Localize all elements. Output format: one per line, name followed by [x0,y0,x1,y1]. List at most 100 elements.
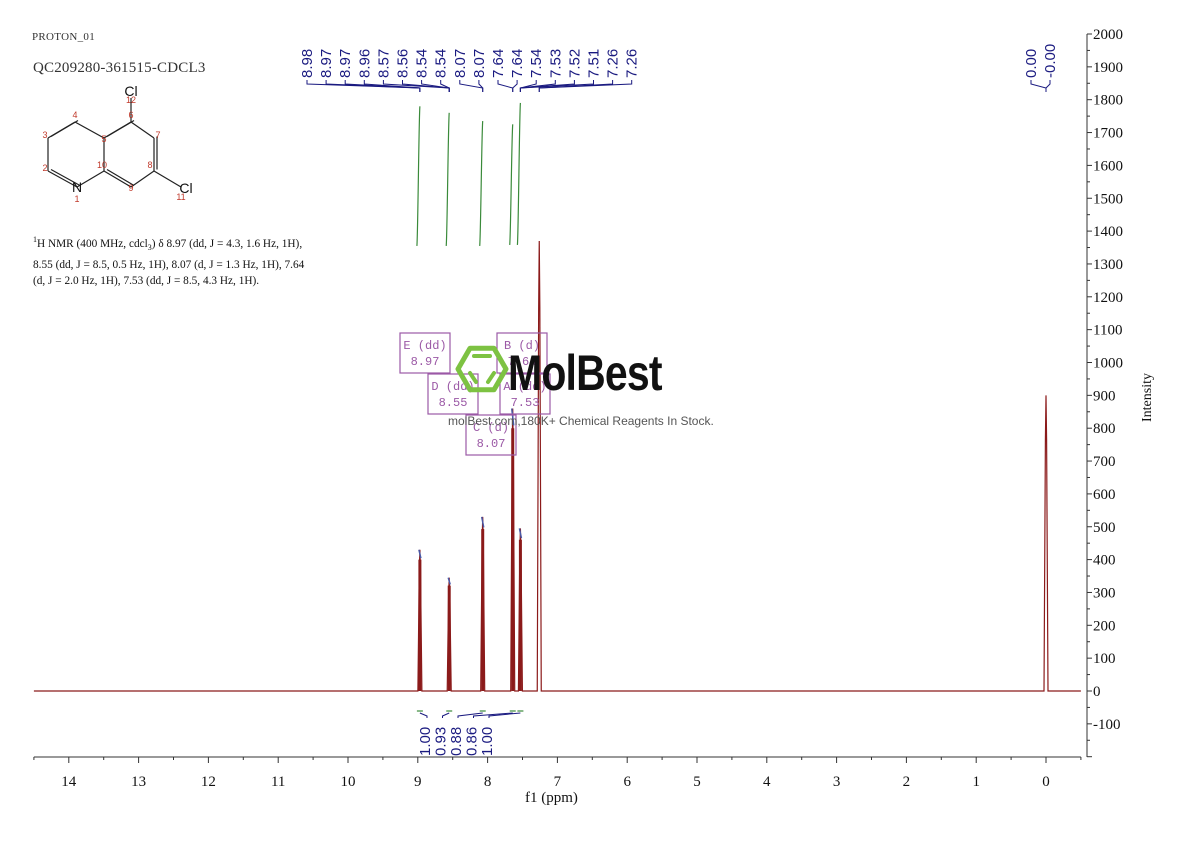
x-tick-label: 12 [201,774,216,790]
svg-text:E (dd): E (dd) [403,339,446,353]
svg-text:8.07: 8.07 [471,49,488,78]
svg-text:8.96: 8.96 [356,49,373,78]
svg-text:7.64: 7.64 [490,49,507,78]
y-axis: 2000190018001700160015001400130012001100… [1086,27,1123,758]
nmr-line3: (d, J = 2.0 Hz, 1H), 7.53 (dd, J = 8.5, … [33,275,260,288]
svg-text:0.93: 0.93 [433,727,450,756]
y-axis-label: Intensity [1140,373,1155,422]
nmr-sub: 3 [147,243,152,253]
nmr-sup: 1 [33,235,37,244]
svg-text:4: 4 [72,110,77,120]
svg-text:7.26: 7.26 [624,49,641,78]
svg-text:7.54: 7.54 [528,49,545,78]
watermark-tagline: molBest.com,180K+ Chemical Reagents In S… [448,414,714,428]
svg-text:8.56: 8.56 [395,49,412,78]
svg-text:8.54: 8.54 [433,49,450,78]
x-tick-label: 14 [61,774,77,790]
x-tick-label: 3 [833,774,841,790]
y-tick-label: 1700 [1093,126,1123,142]
svg-text:6: 6 [128,110,133,120]
x-tick-label: 10 [341,774,356,790]
svg-text:8.98: 8.98 [299,49,316,78]
svg-text:8.97: 8.97 [411,355,440,369]
svg-text:A (dd): A (dd) [503,380,546,394]
y-tick-label: -100 [1093,717,1121,733]
y-tick-label: 1600 [1093,158,1123,174]
x-tick-label: 13 [131,774,146,790]
svg-text:0.88: 0.88 [448,727,465,756]
svg-text:8.97: 8.97 [318,49,335,78]
nmr-line1: H NMR (400 MHz, cdcl [37,237,148,250]
svg-text:9: 9 [128,183,133,193]
svg-text:7.53: 7.53 [547,49,564,78]
svg-text:-0.00: -0.00 [1042,44,1059,78]
y-tick-label: 500 [1093,520,1116,536]
x-tick-label: 7 [554,774,562,790]
y-tick-label: 1900 [1093,60,1123,76]
svg-text:C (d): C (d) [473,421,509,435]
svg-text:7: 7 [155,130,160,140]
y-tick-label: 600 [1093,487,1116,503]
y-tick-label: 400 [1093,553,1116,569]
x-tick-label: 8 [484,774,492,790]
svg-text:1: 1 [74,194,79,204]
svg-text:2: 2 [42,163,47,173]
y-tick-label: 2000 [1093,27,1123,43]
svg-text:7.64: 7.64 [508,355,537,369]
x-tick-label: 11 [271,774,285,790]
multiplet-boxes: E (dd)8.97D (dd)8.55C (d)8.07B (d)7.64A … [399,332,551,456]
x-tick-label: 4 [763,774,771,790]
y-tick-label: 1300 [1093,257,1123,273]
x-tick-label: 0 [1042,774,1050,790]
svg-text:1.00: 1.00 [479,727,496,756]
svg-text:7.26: 7.26 [605,49,622,78]
y-tick-label: 0 [1093,684,1101,700]
watermark-logo-text: MolBest [508,345,663,401]
svg-text:7.51: 7.51 [586,49,603,78]
y-tick-label: 700 [1093,454,1116,470]
y-tick-label: 1500 [1093,191,1123,207]
svg-text:N: N [72,179,82,195]
x-tick-label: 2 [903,774,911,790]
y-tick-label: 900 [1093,388,1116,404]
svg-text:10: 10 [97,160,107,170]
x-tick-label: 1 [972,774,980,790]
x-tick-label: 6 [623,774,631,790]
svg-text:8.55: 8.55 [439,396,468,410]
svg-text:7.64: 7.64 [509,49,526,78]
peak-labels: 8.98 8.97 8.97 8.96 8.57 8.56 8.54 8.54 8.07 8.07… [299,44,1059,92]
experiment-name: PROTON_01 [32,31,96,43]
svg-text:8.57: 8.57 [375,49,392,78]
svg-text:12: 12 [126,95,136,105]
svg-text:5: 5 [101,134,106,144]
y-tick-label: 200 [1093,618,1116,634]
svg-text:8.97: 8.97 [337,49,354,78]
svg-text:Cl: Cl [124,83,137,99]
sample-name: QC209280-361515-CDCL3 [33,60,206,76]
y-tick-label: 300 [1093,585,1116,601]
y-tick-label: 1000 [1093,356,1123,372]
y-tick-label: 1400 [1093,224,1123,240]
svg-text:3: 3 [42,130,47,140]
x-tick-label: 5 [693,774,701,790]
y-tick-label: 1200 [1093,290,1123,306]
spectrum-trace [33,240,1081,692]
svg-text:B (d): B (d) [504,339,540,353]
svg-text:8.07: 8.07 [477,437,506,451]
svg-text:8: 8 [147,160,152,170]
integral-labels: 1.000.930.880.861.00 [416,710,524,756]
svg-text:11: 11 [176,192,185,202]
x-axis: 14 13 12 11 10 9 8 7 6 5 4 3 2 1 0 [33,756,1082,790]
svg-text:8.07: 8.07 [452,49,469,78]
x-tick-label: 9 [414,774,422,790]
integral-curves [416,102,522,246]
svg-text:0.00: 0.00 [1023,49,1040,78]
y-tick-label: 100 [1093,651,1116,667]
molbest-logo-icon [455,345,509,393]
svg-text:8.54: 8.54 [414,49,431,78]
nmr-line1-rest: ) δ 8.97 (dd, J = 4.3, 1.6 Hz, 1H), [151,237,303,250]
svg-text:7.53: 7.53 [511,396,540,410]
y-tick-label: 1800 [1093,93,1123,109]
